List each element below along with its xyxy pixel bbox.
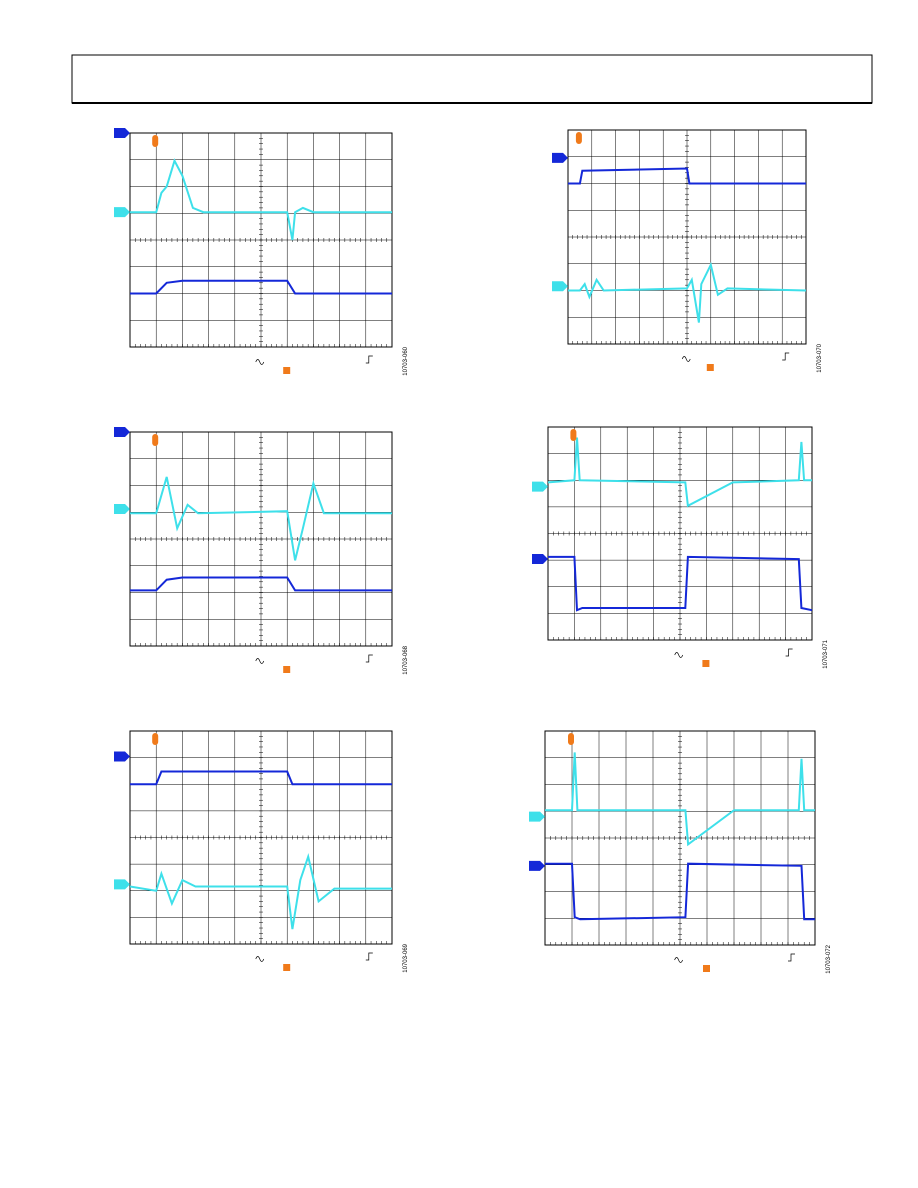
channel-marker bbox=[114, 751, 130, 762]
coupling-icon bbox=[674, 652, 684, 658]
figure-id: 10703-069 bbox=[403, 943, 409, 972]
channel-marker bbox=[529, 811, 545, 822]
trigger-marker bbox=[152, 434, 159, 446]
blue-trace bbox=[130, 279, 392, 295]
figure-id: 10703-060 bbox=[403, 346, 409, 375]
blue-trace bbox=[548, 555, 813, 612]
coupling-icon bbox=[681, 356, 691, 362]
edge-icon bbox=[788, 953, 795, 962]
trigger-level-marker bbox=[702, 660, 710, 667]
trigger-marker bbox=[575, 132, 582, 144]
blue-trace bbox=[130, 770, 392, 786]
trigger-level-marker bbox=[283, 367, 291, 374]
coupling-icon bbox=[255, 359, 265, 365]
trigger-level-marker bbox=[283, 964, 291, 971]
scope-plot: 10703-068 bbox=[114, 427, 409, 675]
blue-trace bbox=[130, 576, 392, 592]
edge-icon bbox=[365, 952, 373, 961]
channel-marker bbox=[552, 281, 568, 292]
coupling-icon bbox=[255, 658, 265, 664]
coupling-icon bbox=[255, 956, 265, 962]
trigger-level-marker bbox=[283, 666, 291, 673]
channel-marker bbox=[532, 481, 548, 492]
channel-marker bbox=[114, 207, 130, 218]
scope-plot: 10703-060 bbox=[114, 128, 409, 376]
blue-trace bbox=[568, 167, 806, 185]
edge-icon bbox=[785, 648, 793, 657]
figure-id: 10703-072 bbox=[826, 944, 832, 973]
edge-icon bbox=[782, 352, 790, 361]
trigger-level-marker bbox=[703, 965, 710, 972]
channel-marker bbox=[114, 504, 130, 515]
cyan-trace bbox=[130, 476, 392, 561]
edge-icon bbox=[365, 355, 373, 364]
trigger-marker bbox=[152, 135, 159, 147]
trigger-level-marker bbox=[706, 364, 714, 371]
channel-marker bbox=[114, 879, 130, 890]
scope-plot: 10703-072 bbox=[529, 730, 832, 974]
blue-trace bbox=[545, 862, 815, 921]
channel-marker bbox=[114, 128, 130, 138]
channel-marker bbox=[532, 554, 548, 565]
trigger-marker bbox=[152, 733, 159, 745]
channel-marker bbox=[114, 427, 130, 437]
channel-marker bbox=[552, 152, 568, 163]
cyan-trace bbox=[130, 158, 392, 241]
figure-id: 10703-070 bbox=[817, 343, 823, 372]
cyan-trace bbox=[129, 853, 392, 930]
cyan-trace bbox=[547, 437, 812, 508]
figure-id: 10703-068 bbox=[403, 645, 409, 674]
coupling-icon bbox=[674, 957, 683, 963]
cyan-trace bbox=[568, 261, 807, 323]
figure-id: 10703-071 bbox=[823, 639, 829, 668]
header-box bbox=[71, 54, 873, 104]
channel-marker bbox=[529, 860, 545, 871]
scope-plot: 10703-071 bbox=[532, 426, 829, 669]
trigger-marker bbox=[570, 429, 577, 441]
scope-plot: 10703-069 bbox=[114, 730, 409, 973]
scope-plot: 10703-070 bbox=[552, 129, 823, 373]
cyan-trace bbox=[545, 752, 815, 847]
edge-icon bbox=[365, 654, 373, 663]
trigger-marker bbox=[568, 733, 574, 745]
